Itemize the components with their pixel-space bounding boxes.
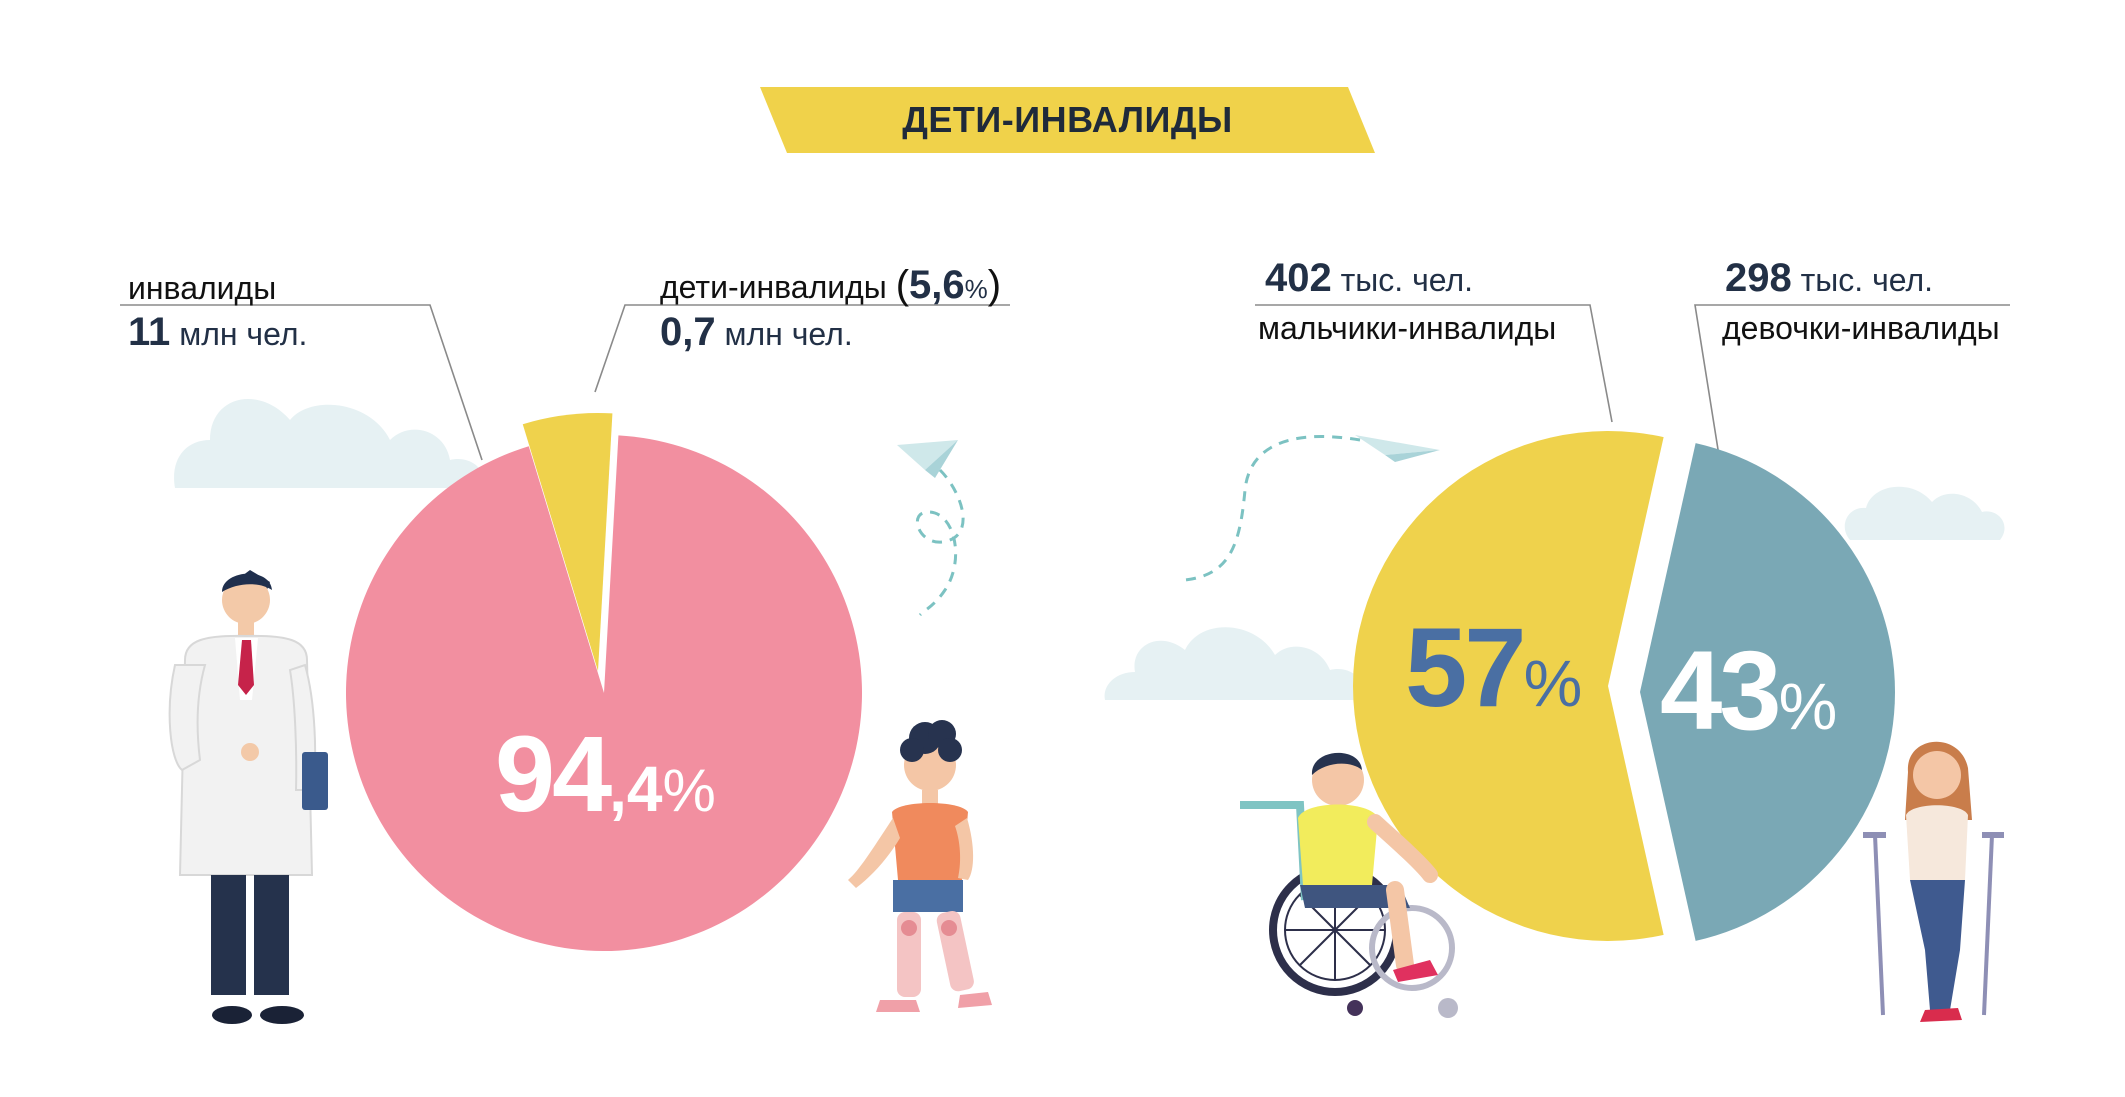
children-label: дети-инвалиды xyxy=(660,269,887,305)
children-share-pct: % xyxy=(964,274,988,304)
boys-unit: тыс. чел. xyxy=(1340,262,1474,298)
adults-label: инвалиды xyxy=(128,270,277,306)
boys-pct-label: 57% xyxy=(1405,612,1582,724)
paper-plane-left-icon xyxy=(897,440,965,617)
pie-slice-girls xyxy=(1640,443,1896,941)
pie-slice-children xyxy=(522,413,613,671)
children-unit: млн чел. xyxy=(724,316,853,352)
girls-unit: тыс. чел. xyxy=(1800,262,1934,298)
boys-label: мальчики-инвалиды xyxy=(1258,310,1557,346)
adults-unit: млн чел. xyxy=(179,316,308,352)
adults-count: 11 млн чел. xyxy=(128,312,307,352)
girls-pct-sign: % xyxy=(1778,669,1838,743)
children-share-close: ) xyxy=(987,263,1002,307)
boy-wheelchair-illustration xyxy=(1240,752,1458,1018)
pie-chart-left xyxy=(345,413,863,951)
children-share-open: ( xyxy=(895,263,910,307)
adults-pct-int: 94 xyxy=(495,713,612,834)
pie-slice-boys xyxy=(1353,431,1664,941)
boys-pct-value: 57 xyxy=(1405,605,1527,730)
adults-pct-label: 94,4% xyxy=(495,720,716,828)
girls-pct-label: 43% xyxy=(1660,635,1837,747)
children-count: 0,7 млн чел. xyxy=(660,312,853,352)
paper-plane-right-icon xyxy=(1184,435,1440,582)
boys-pct-sign: % xyxy=(1523,646,1583,720)
adults-value: 11 xyxy=(128,310,171,354)
cloud-left xyxy=(174,398,483,488)
pie-chart-right xyxy=(1353,431,1896,941)
chart-title: ДЕТИ-ИНВАЛИДЫ xyxy=(902,99,1233,140)
adults-pct-sign: % xyxy=(662,757,716,824)
children-share: 5,6 xyxy=(909,263,965,307)
girl-crutches-illustration xyxy=(1863,741,2004,1022)
girls-label: девочки-инвалиды xyxy=(1722,310,2000,346)
adults-pct-frac: ,4 xyxy=(609,753,663,825)
pie-slice-adults xyxy=(345,435,863,951)
title-banner-box: ДЕТИ-ИНВАЛИДЫ xyxy=(760,87,1375,153)
leader-lines xyxy=(120,304,2010,463)
girls-value: 298 xyxy=(1725,256,1792,300)
doctor-illustration xyxy=(168,570,328,1024)
cloud-middle xyxy=(1104,627,1363,700)
children-value: 0,7 xyxy=(660,310,716,354)
title-banner xyxy=(760,87,1375,153)
girl-prosthetic-legs-illustration xyxy=(848,720,992,1012)
boys-value: 402 xyxy=(1265,256,1332,300)
boys-count: 402 тыс. чел. xyxy=(1265,258,1473,298)
girls-pct-value: 43 xyxy=(1660,628,1782,753)
girls-count: 298 тыс. чел. xyxy=(1725,258,1933,298)
children-label-row: дети-инвалиды (5,6%) xyxy=(660,265,1001,305)
cloud-right xyxy=(1844,486,2005,540)
